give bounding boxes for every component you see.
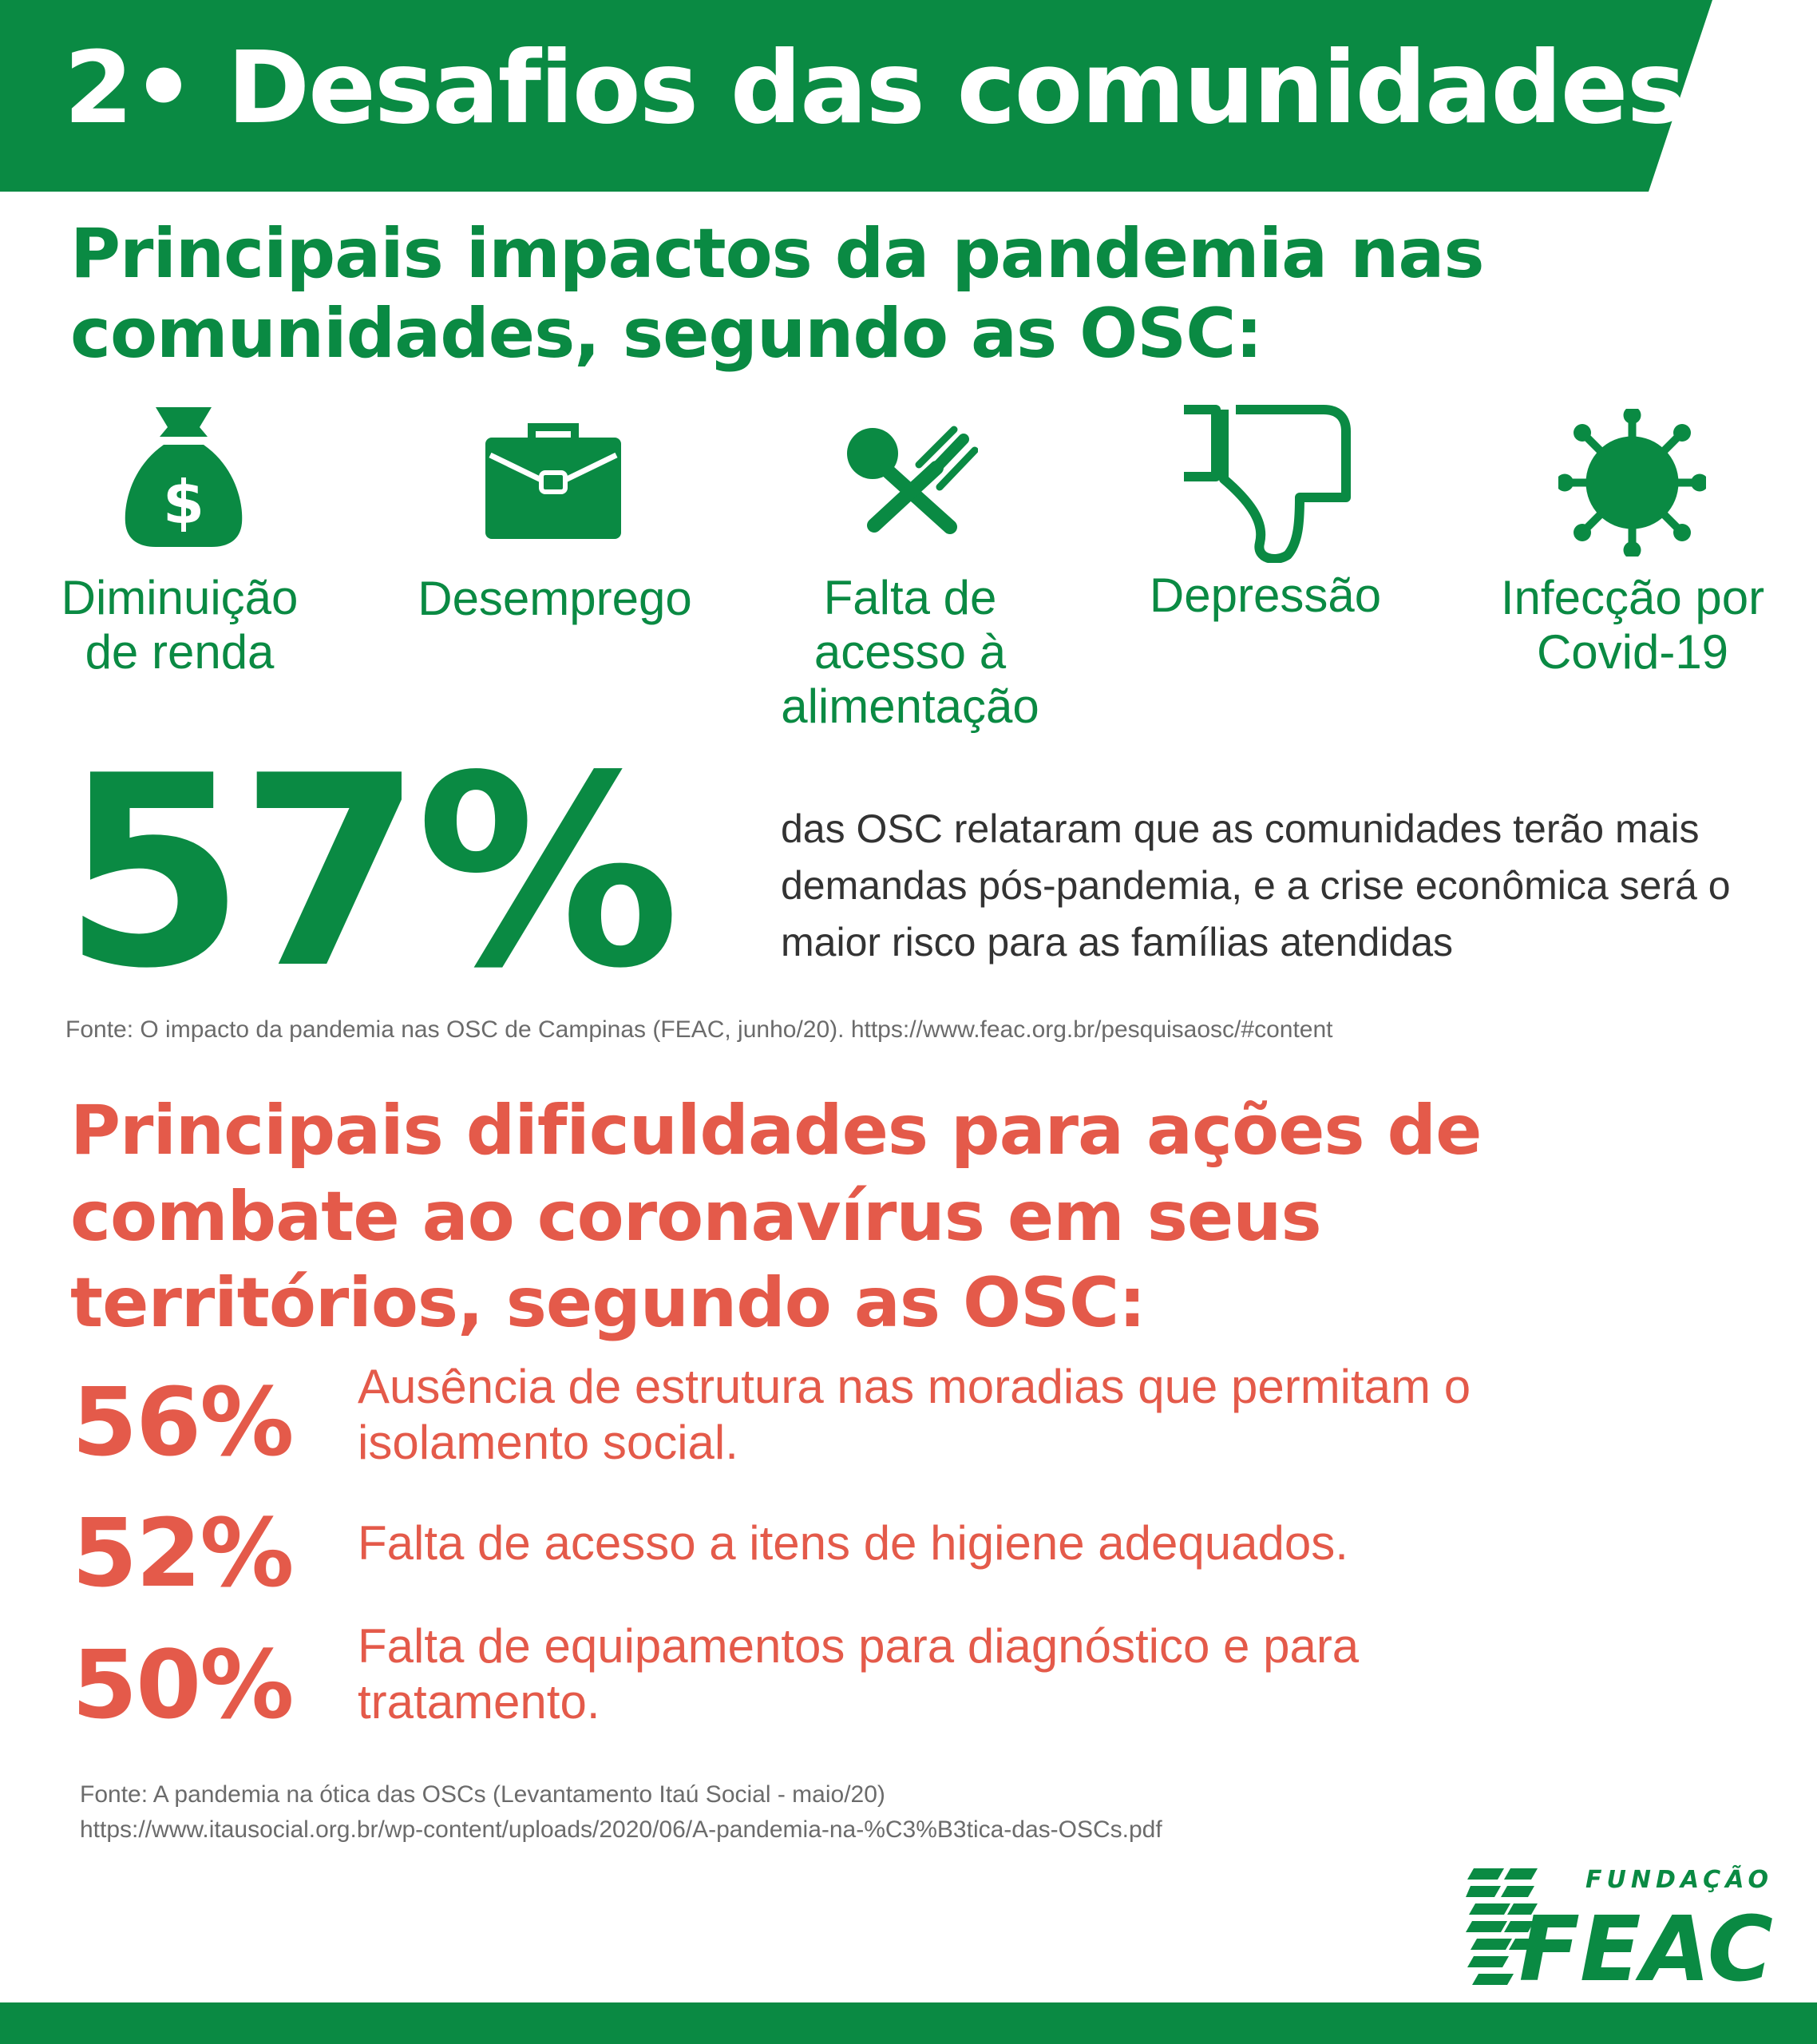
money-bag-icon: $ — [124, 403, 243, 547]
difficulties-title-line3: territórios, segundo as OSC: — [70, 1263, 1146, 1343]
highlight-description: das OSC relataram que as comunidades ter… — [781, 806, 1731, 965]
difficulties-title: Principais dificuldades para ações de co… — [70, 1087, 1787, 1346]
utensils-icon — [842, 423, 978, 535]
page-title: 2• Desafios das comunidades — [64, 30, 1686, 146]
impact-label-depression: Depressão — [1149, 568, 1382, 622]
virus-icon — [1558, 409, 1706, 557]
feac-logo: FUNDAÇÃO FEAC — [1466, 1860, 1777, 2002]
highlight-percent: 57% — [62, 719, 680, 1026]
impact-label-covid: Infecção por Covid-19 — [1500, 571, 1765, 679]
footer-bar — [0, 2002, 1817, 2044]
impact-label-food: Falta de acesso à alimentação — [781, 571, 1039, 733]
stat-percent-2: 52% — [72, 1498, 294, 1608]
logo-top-text: FUNDAÇÃO — [1585, 1864, 1773, 1894]
difficulties-title-line2: combate ao coronavírus em seus — [70, 1177, 1322, 1257]
impacts-title-line2: comunidades, segundo as OSC: — [70, 294, 1263, 374]
difficulties-title-line1: Principais dificuldades para ações de — [70, 1091, 1482, 1171]
stat-description-2: Falta de acesso a itens de higiene adequ… — [358, 1516, 1348, 1570]
svg-text:$: $ — [163, 467, 204, 537]
source-1: Fonte: O impacto da pandemia nas OSC de … — [65, 1016, 1333, 1043]
source-2: Fonte: A pandemia na ótica das OSCs (Lev… — [80, 1781, 1162, 1843]
logo-main-text: FEAC — [1519, 1898, 1773, 1992]
header-banner — [0, 0, 1817, 192]
impact-label-unemployment: Desemprego — [418, 572, 692, 625]
stat-description-1: Ausência de estrutura nas moradias que p… — [358, 1360, 1471, 1469]
briefcase-icon — [485, 423, 621, 539]
stat-percent-3: 50% — [72, 1630, 294, 1740]
thumbs-down-icon — [1180, 403, 1356, 563]
stat-percent-1: 56% — [72, 1367, 294, 1477]
impacts-title-line1: Principais impactos da pandemia nas — [70, 214, 1485, 294]
impacts-title: Principais impactos da pandemia nas comu… — [70, 214, 1787, 374]
stat-description-3: Falta de equipamentos para diagnóstico e… — [358, 1619, 1360, 1729]
impact-label-income: Diminuição de renda — [61, 571, 299, 679]
